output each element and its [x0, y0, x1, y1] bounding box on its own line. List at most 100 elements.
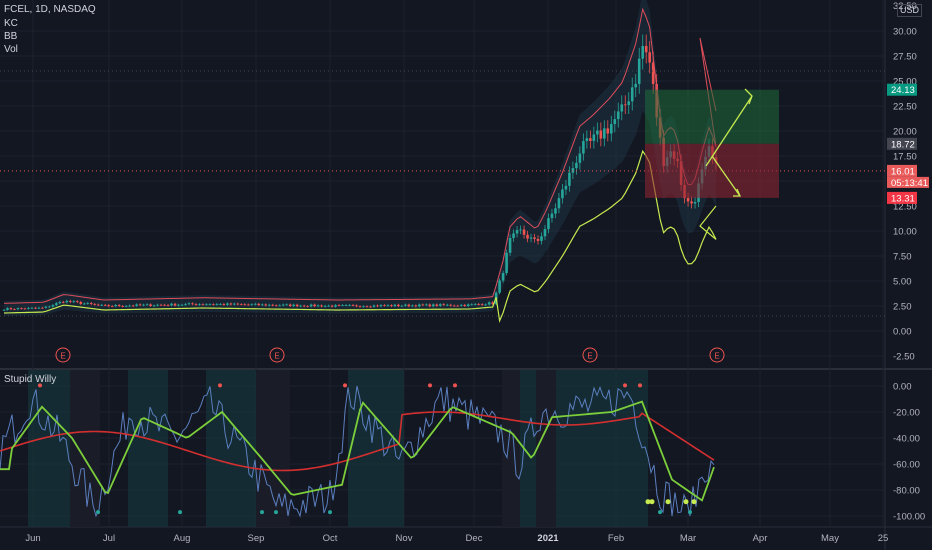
price-tag	[887, 191, 917, 204]
osc-bottom-dot	[260, 510, 264, 515]
price-tag	[887, 83, 917, 96]
earnings-marker-label: E	[587, 352, 592, 361]
candle-body	[557, 198, 561, 209]
price-axis-label: 10.00	[893, 227, 917, 238]
candle-body	[201, 304, 205, 306]
indicator-vol[interactable]: Vol	[4, 44, 18, 55]
candle-body	[6, 308, 9, 310]
osc-top-dot	[623, 383, 627, 388]
candle-body	[9, 308, 13, 310]
osc-highlight-zone	[28, 370, 70, 527]
candle-body	[508, 238, 512, 253]
candle-body	[620, 104, 624, 112]
candle-body	[117, 305, 121, 307]
candle-body	[390, 305, 393, 307]
candle-body	[515, 230, 519, 234]
earnings-marker	[269, 347, 285, 363]
candle-body	[198, 304, 201, 306]
candle-body	[194, 304, 198, 305]
candle-body	[72, 301, 76, 303]
candle-body	[686, 198, 690, 202]
candle-body	[96, 304, 100, 306]
osc-axis-label: -80.00	[893, 486, 920, 497]
candle-body	[41, 307, 44, 309]
candle-body	[477, 304, 480, 305]
candle-body	[418, 304, 421, 307]
candle-body	[547, 218, 550, 230]
candle-body	[281, 304, 285, 306]
indicator-bb[interactable]: BB	[4, 31, 18, 42]
candle-body	[644, 45, 648, 53]
osc-axis-label: -40.00	[893, 434, 920, 445]
candle-body	[379, 305, 383, 307]
candle-body	[166, 304, 170, 306]
candle-body	[285, 304, 289, 306]
candle-body	[135, 304, 138, 306]
candle-body	[128, 305, 131, 307]
osc-bottom-dot	[688, 510, 692, 515]
candle-body	[44, 306, 48, 308]
candle-body	[348, 305, 351, 306]
candle-body	[536, 238, 540, 241]
candle-body	[131, 305, 135, 307]
candle-body	[616, 111, 620, 120]
candle-body	[466, 304, 470, 306]
price-axis-label: 12.50	[893, 202, 917, 213]
candle-body	[229, 303, 233, 305]
price-axis-label: 30.00	[893, 27, 917, 38]
candle-body	[124, 305, 128, 307]
candle-body	[578, 153, 582, 163]
candle-body	[634, 83, 638, 88]
candle-body	[470, 304, 473, 306]
candle-body	[327, 305, 330, 307]
position-profit-zone	[645, 89, 779, 144]
candle-body	[149, 304, 152, 306]
earnings-marker	[582, 347, 598, 363]
candle-body	[253, 303, 257, 305]
candle-body	[219, 304, 222, 305]
candle-body	[480, 304, 484, 306]
osc-axis-label: -100.00	[893, 512, 925, 523]
earnings-marker	[709, 347, 725, 363]
candle-body	[337, 305, 341, 306]
currency-badge[interactable]: USD	[896, 4, 922, 17]
candle-body	[526, 234, 529, 239]
candle-body	[58, 301, 62, 304]
candle-body	[355, 305, 358, 307]
candle-body	[121, 306, 124, 307]
candle-body	[484, 304, 487, 306]
keltner-upper-line	[3, 7, 717, 304]
candle-body	[512, 233, 515, 239]
candle-body	[690, 201, 693, 204]
price-tag-label: 24.13	[891, 85, 915, 96]
osc-axis-label: -60.00	[893, 460, 920, 471]
time-axis-label: Apr	[753, 533, 768, 544]
candle-body	[341, 305, 344, 306]
time-axis-label: Aug	[174, 533, 191, 544]
osc-top-dot	[638, 383, 642, 388]
osc-bottom-dot	[328, 510, 332, 515]
candle-body	[2, 309, 6, 311]
time-axis-label: Dec	[466, 533, 483, 544]
candle-body	[456, 305, 460, 307]
osc-signal-dot	[649, 499, 655, 505]
earnings-marker-label: E	[714, 352, 719, 361]
indicator-kc[interactable]: KC	[4, 18, 18, 29]
candle-body	[498, 280, 501, 293]
candle-body	[37, 307, 41, 309]
candle-body	[222, 304, 226, 305]
candle-body	[351, 305, 355, 306]
osc-bottom-dot	[178, 510, 182, 515]
candle-body	[103, 304, 107, 306]
osc-top-dot	[428, 383, 432, 388]
candle-body	[376, 305, 379, 307]
candle-body	[23, 308, 27, 310]
candle-body	[320, 305, 323, 307]
price-axis-label: 7.50	[893, 252, 912, 263]
oscillator-title[interactable]: Stupid Willy	[4, 374, 57, 385]
price-tag-label: 13.31	[891, 193, 915, 204]
candle-body	[173, 303, 177, 306]
arrow-head	[733, 188, 741, 197]
candle-body	[138, 304, 142, 306]
